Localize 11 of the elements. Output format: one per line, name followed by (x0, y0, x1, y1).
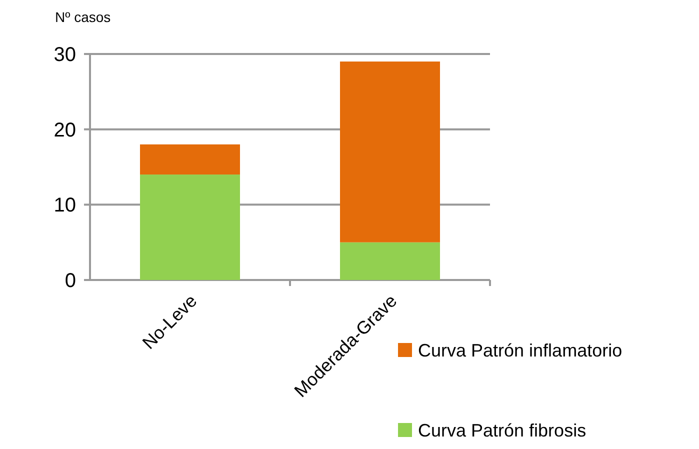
y-tick-label: 30 (54, 44, 76, 66)
bar (140, 174, 240, 280)
bar (140, 144, 240, 175)
y-axis-title: Nº casos (55, 9, 111, 25)
y-tick-label: 10 (54, 194, 76, 217)
bar (340, 62, 440, 242)
y-tick-label: 20 (54, 119, 76, 142)
legend-label: Curva Patrón inflamatorio (418, 340, 622, 360)
legend-label: Curva Patrón fibrosis (418, 420, 586, 440)
y-tick-label: 0 (64, 270, 76, 292)
bar (340, 242, 440, 280)
